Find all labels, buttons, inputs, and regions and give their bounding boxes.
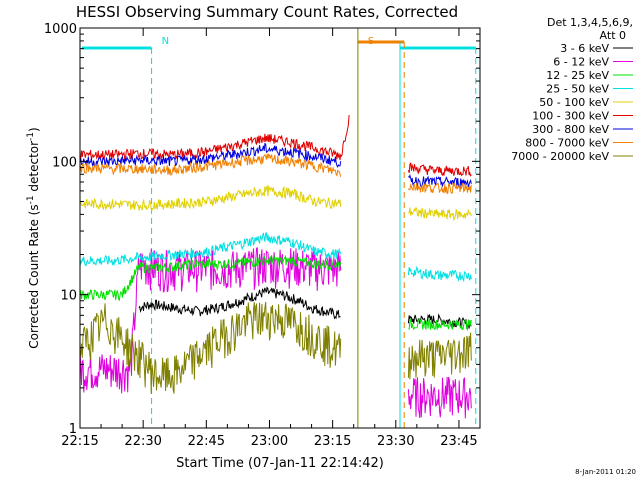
legend-header-line-2: Att 0 — [600, 29, 626, 42]
legend-label-7000-20000-kev: 7000 - 20000 keV — [511, 150, 609, 163]
axes: 22:15 22:30 22:45 23:00 23:15 23:30 23:45 1 10 10… — [44, 22, 481, 449]
legend-label-25-50-kev: 25 - 50 keV — [546, 83, 609, 96]
x-tick-label: 22:30 — [124, 434, 161, 449]
series-line-12-25-kev — [79, 254, 342, 302]
x-tick-label: 23:30 — [377, 434, 414, 449]
y-axis-label: Corrected Count Rate (s-1 detector-1) — [26, 127, 41, 348]
plot-frame — [79, 27, 481, 429]
series-line-25-50-kev-after — [407, 265, 472, 283]
series-line-7000-20000-kev — [79, 301, 342, 394]
y-tick-label: 1 — [69, 422, 77, 437]
x-tick-label: 22:45 — [188, 434, 225, 449]
x-tick-label: 22:15 — [61, 434, 98, 449]
legend-label-3-6-kev: 3 - 6 keV — [560, 42, 609, 55]
y-tick-label: 100 — [52, 155, 77, 170]
series-line-3-6-kev — [138, 286, 341, 320]
series-line-100-300-kev-after — [407, 162, 472, 177]
x-axis-label: Start Time (07-Jan-11 22:14:42) — [176, 456, 384, 471]
x-tick-label: 23:45 — [440, 434, 477, 449]
annotation-n: N — [162, 36, 169, 47]
legend-label-6-12-kev: 6 - 12 keV — [553, 56, 609, 69]
legend-label-800-7000-kev: 800 - 7000 keV — [525, 137, 609, 150]
x-tick-label: 23:15 — [314, 434, 351, 449]
x-tick-label: 23:00 — [251, 434, 288, 449]
series-line-300-800-kev-after — [408, 173, 472, 189]
series-line-800-7000-kev — [79, 153, 342, 178]
series-line-7000-20000-kev-after — [407, 332, 472, 380]
legend-header-line-1: Det 1,3,4,5,6,9, — [547, 16, 633, 29]
chart-title: HESSI Observing Summary Count Rates, Cor… — [76, 3, 458, 21]
legend-label-100-300-kev: 100 - 300 keV — [532, 110, 609, 123]
series-line-100-300-kev — [79, 114, 350, 161]
footer-date: 8-Jan-2011 01:20 — [575, 468, 636, 476]
plot-area: NS — [79, 28, 477, 428]
legend-label-300-800-kev: 300 - 800 keV — [532, 123, 609, 136]
series-line-300-800-kev — [79, 142, 342, 169]
series-line-50-100-kev — [79, 184, 342, 212]
legend-label-12-25-kev: 12 - 25 keV — [546, 69, 609, 82]
series-line-6-12-kev-after — [407, 376, 472, 419]
series-line-50-100-kev-after — [408, 206, 472, 222]
y-tick-label: 1000 — [44, 22, 77, 37]
series-line-12-25-kev-after — [408, 317, 472, 331]
series-line-800-7000-kev-after — [407, 182, 472, 195]
y-tick-label: 10 — [60, 289, 77, 304]
series-line-25-50-kev — [79, 232, 342, 267]
legend-label-50-100-kev: 50 - 100 keV — [539, 96, 609, 109]
